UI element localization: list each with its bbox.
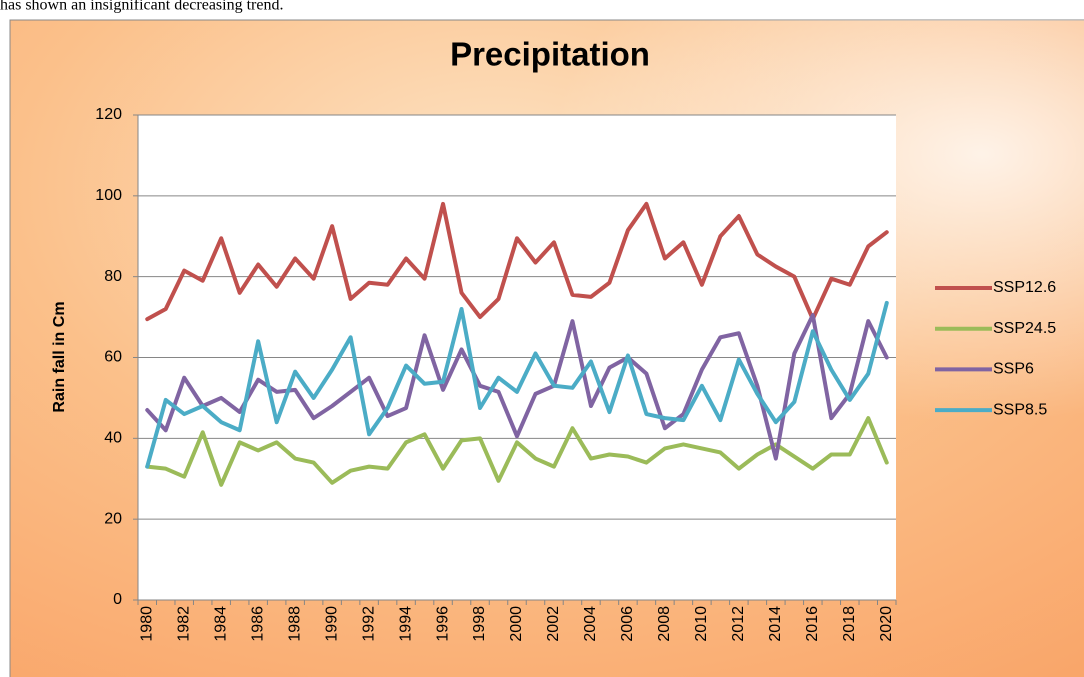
x-tick-label: 2004 [582,606,599,642]
x-tick-label: 2012 [730,606,747,642]
x-tick-label: 2010 [693,606,710,642]
legend-label: SSP6 [993,361,1034,378]
series-line [145,201,889,322]
x-tick-label: 2020 [878,606,895,642]
x-tick-label: 2002 [545,606,562,642]
legend-label: SSP12.6 [993,279,1056,296]
y-tick-label: 80 [104,268,122,285]
x-tick-label: 2014 [767,606,784,642]
x-tick-label: 2018 [841,606,858,642]
x-tick-label: 1998 [471,606,488,642]
series-line [145,416,889,487]
x-tick-label: 1994 [397,606,414,642]
x-tick-label: 2008 [656,606,673,642]
x-tick-label: 1990 [323,606,340,642]
series-line [145,300,889,469]
x-tick-label: 2000 [508,606,525,642]
y-axis-label: Rain fall in Cm [51,301,68,412]
page-text: has shown an insignificant decreasing tr… [0,0,283,14]
legend-label: SSP24.5 [993,320,1056,337]
y-tick-label: 120 [95,106,122,123]
y-tick-label: 100 [95,187,122,204]
y-tick-label: 20 [104,510,122,527]
x-tick-label: 2006 [619,606,636,642]
x-tick-label: 1996 [434,606,451,642]
chart-title: Precipitation [450,36,650,73]
legend-label: SSP8.5 [993,401,1047,418]
x-tick-label: 1992 [360,606,377,642]
x-tick-label: 1986 [249,606,266,642]
y-tick-label: 40 [104,430,122,447]
x-tick-label: 2016 [804,606,821,642]
x-tick-label: 1980 [138,606,155,642]
x-tick-label: 1988 [286,606,303,642]
x-tick-label: 1982 [175,606,192,642]
x-tick-label: 1984 [212,606,229,642]
y-tick-label: 0 [113,591,122,608]
y-tick-label: 60 [104,349,122,366]
